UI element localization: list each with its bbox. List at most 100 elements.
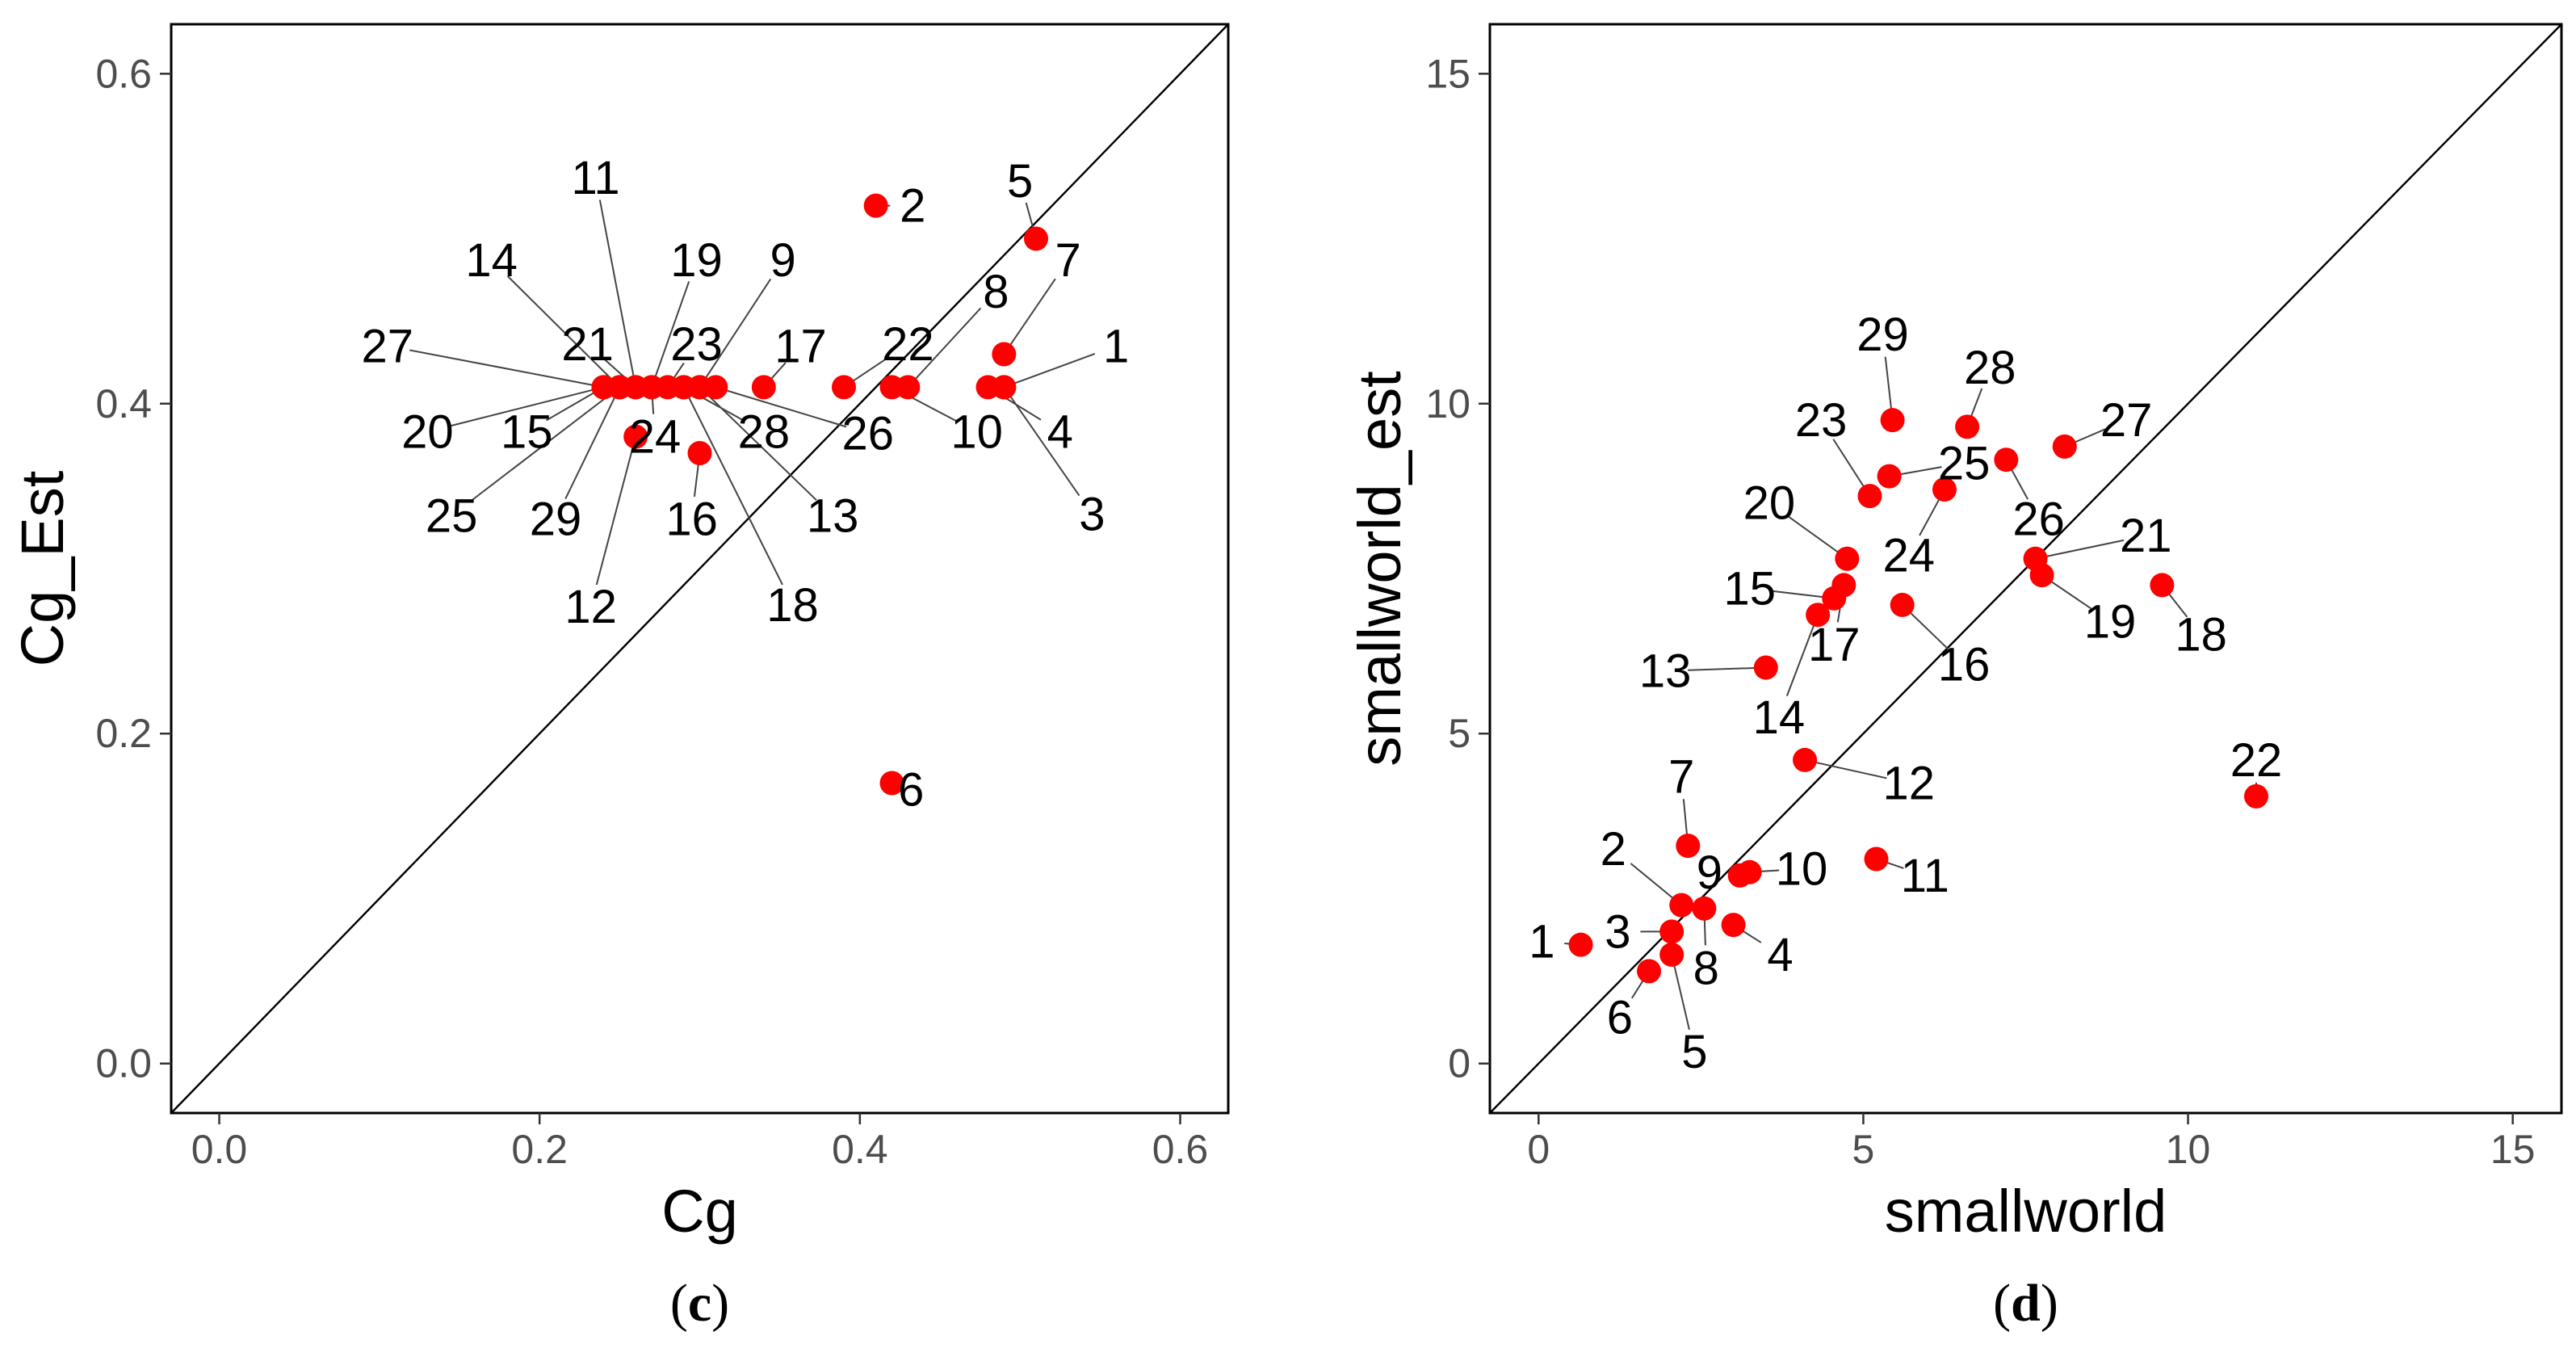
panel-d-point [1994, 447, 2019, 473]
panel-d-x-tick-label: 0 [1527, 1127, 1550, 1172]
panel-c-leader-line [564, 386, 621, 499]
panel-d-point-label: 1 [1529, 916, 1554, 968]
panel-d-point-label: 23 [1795, 394, 1848, 447]
panel-d-leader-line [1786, 515, 1848, 560]
panel-d-point-label: 13 [1639, 645, 1692, 698]
panel-d-point-label: 7 [1668, 750, 1694, 803]
panel-c-x-axis-title: Cg [661, 1178, 738, 1245]
panel-d-y-tick-label: 10 [1425, 381, 1471, 426]
panel-d-point [1806, 603, 1831, 628]
panel-d-point-label: 22 [2230, 734, 2283, 787]
panel-c-point-label: 6 [898, 764, 924, 817]
panel-c-point [751, 375, 776, 400]
panel-d-point [1877, 464, 1902, 489]
panel-d-point [1692, 896, 1717, 921]
panel-c-point-label: 8 [983, 266, 1009, 318]
panel-c-point-label: 9 [770, 234, 796, 287]
panel-c-point-label: 12 [564, 581, 617, 633]
panel-d-point-label: 2 [1601, 823, 1626, 876]
panel-d-point-label: 24 [1882, 530, 1935, 582]
panel-c-point-label: 11 [571, 152, 619, 204]
panel-d-point-label: 26 [2012, 494, 2065, 546]
panel-d-leader-line [1804, 758, 1887, 779]
panel-c-point [1024, 226, 1048, 251]
panel-c-point [863, 193, 888, 218]
panel-d-caption: (d) [1993, 1274, 2058, 1333]
panel-c-point [687, 441, 712, 466]
panel-d-y-tick-label: 5 [1448, 711, 1471, 756]
panel-c-point [607, 375, 632, 400]
panel-c-point-label: 20 [401, 405, 454, 458]
panel-c-y-tick-label: 0.2 [95, 711, 152, 756]
panel-d-point [1659, 942, 1684, 967]
panel-d-point [2244, 783, 2269, 809]
panel-d-point-label: 8 [1693, 942, 1719, 994]
panel-c-leader-line [907, 307, 982, 389]
panel-c-point [879, 771, 904, 796]
panel-d-point [1864, 846, 1889, 872]
panel-c-point-label: 10 [950, 405, 1003, 458]
panel-c-reference-line [170, 23, 1229, 1114]
panel-c-leader-line [682, 386, 783, 586]
panel-c-leader-line [1003, 278, 1056, 355]
panel-c-leader-line [715, 386, 847, 428]
panel-d-point [1737, 859, 1762, 884]
panel-d-y-tick-label: 15 [1425, 51, 1471, 96]
panel-c-point-label: 26 [841, 408, 894, 460]
panel-c-y-tick-label: 0.6 [95, 51, 152, 96]
panel-c-point [975, 375, 1001, 400]
panel-c-point-label: 4 [1047, 405, 1073, 458]
panel-c-leader-line [449, 386, 604, 427]
panel-c-x-tick-label: 0.4 [832, 1127, 888, 1172]
panel-d-point [1676, 834, 1701, 859]
panel-c-point-label: 28 [738, 405, 791, 458]
panel-d-x-tick-label: 5 [1852, 1127, 1875, 1172]
panel-c-point [879, 375, 904, 400]
panel-c-point-label: 14 [465, 234, 518, 287]
panel-d-point-label: 9 [1697, 846, 1722, 899]
panel-d-point-label: 25 [1938, 437, 1991, 489]
panel-d-point [1637, 959, 1662, 984]
panel-d-point-label: 29 [1856, 309, 1909, 361]
panel-c-point-label: 29 [530, 494, 582, 546]
panel-d-point [1659, 919, 1684, 944]
panel-c-point-label: 21 [561, 318, 614, 371]
panel-c-leader-line [651, 281, 690, 388]
panel-c-point-label: 22 [882, 318, 934, 371]
panel-d-point [1669, 893, 1694, 918]
panel-c-point-label: 25 [426, 490, 478, 543]
panel-d-point [2052, 434, 2077, 459]
panel-d-point-label: 4 [1767, 929, 1793, 981]
panel-d-point-label: 14 [1753, 691, 1806, 744]
panel-c-point-label: 7 [1055, 234, 1081, 287]
panel-d-point-label: 20 [1743, 477, 1796, 529]
panel-c-point-label: 5 [1007, 155, 1033, 208]
panel-d-point-label: 17 [1808, 619, 1861, 671]
panel-c-y-axis-title: Cg_Est [9, 470, 76, 666]
panel-d-point-label: 21 [2120, 510, 2172, 562]
panel-d-point-label: 6 [1607, 992, 1633, 1044]
panel-c-point [832, 375, 856, 400]
panel-c-y-tick-label: 0.0 [95, 1041, 152, 1086]
panel-d-point-label: 16 [1938, 638, 1991, 691]
panel-d-point [1721, 913, 1746, 938]
panel-d-x-tick-label: 15 [2490, 1127, 2536, 1172]
panel-d-point [2150, 573, 2175, 598]
panel-d-point [1793, 747, 1818, 772]
panel-d-point-label: 28 [1964, 342, 2016, 394]
panel-d-point-label: 5 [1681, 1026, 1707, 1078]
panel-c-point-label: 23 [670, 318, 723, 371]
panel-d-point-label: 19 [2084, 595, 2137, 648]
panel-c-point [623, 424, 648, 449]
panel-c-point-label: 18 [766, 579, 819, 632]
panel-d-point [1955, 414, 1980, 439]
panel-c-leader-line [409, 349, 604, 389]
panel-c-x-tick-label: 0.6 [1152, 1127, 1209, 1172]
panel-c-leader-line [1003, 352, 1096, 389]
panel-d-point-label: 3 [1605, 905, 1630, 958]
panel-d-point [2023, 546, 2048, 571]
panel-c: 0.0 0.2 0.4 0.60.00.20.40.6CgCg_Est12345678… [9, 23, 1230, 1333]
panel-c-point-label: 24 [629, 411, 682, 464]
